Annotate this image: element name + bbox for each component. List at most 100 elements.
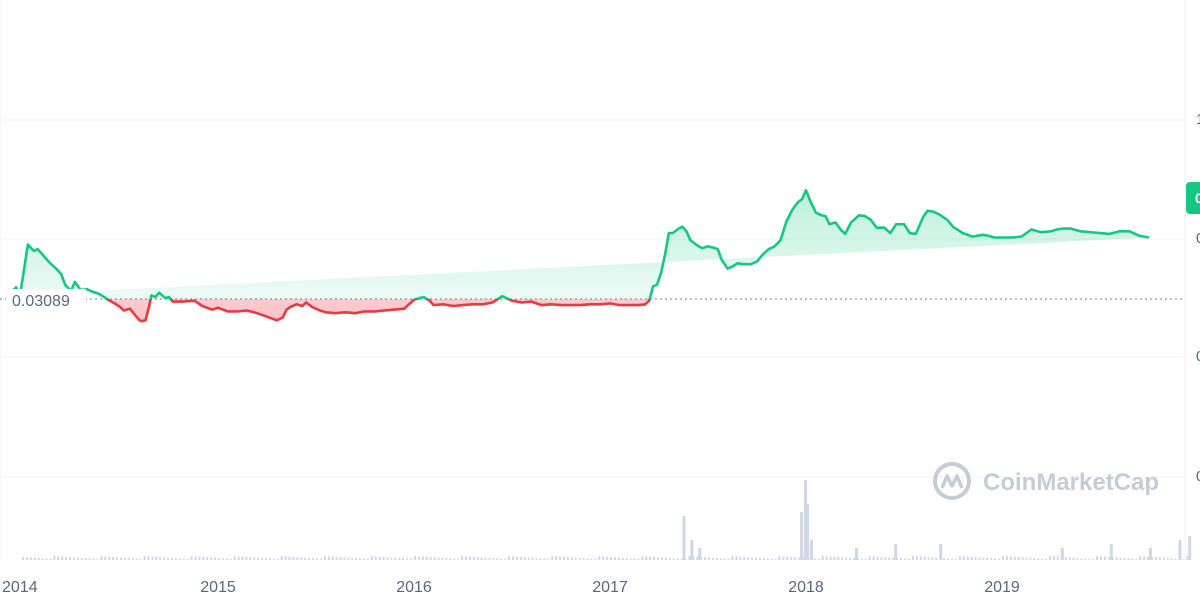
volume-bar xyxy=(472,556,475,560)
volume-bar xyxy=(633,558,636,560)
volume-bar xyxy=(198,556,201,560)
volume-bar xyxy=(998,558,1001,560)
volume-bar xyxy=(178,558,181,560)
volume-bar xyxy=(602,556,605,560)
volume-bar xyxy=(159,557,162,560)
volume-bar xyxy=(1131,558,1134,560)
volume-bar xyxy=(1188,536,1192,560)
volume-bar xyxy=(221,558,224,560)
volume-bar xyxy=(80,557,83,560)
volume-bar xyxy=(323,556,326,560)
volume-bar xyxy=(1107,557,1110,560)
volume-bar xyxy=(660,557,663,560)
volume-bar xyxy=(488,557,491,560)
volume-bar xyxy=(954,558,957,560)
volume-bar xyxy=(649,556,652,560)
volume-bar xyxy=(621,557,624,560)
volume-bar xyxy=(798,557,801,560)
volume-bar xyxy=(512,556,514,560)
volume-bar xyxy=(347,557,350,560)
volume-bar xyxy=(606,556,609,560)
coinmarketcap-logo-icon xyxy=(933,462,971,500)
volume-bar xyxy=(696,556,699,560)
volume-bar xyxy=(927,557,930,560)
volume-bar xyxy=(598,556,601,560)
volume-bar xyxy=(829,556,832,560)
volume-bar xyxy=(22,557,24,560)
volume-bar xyxy=(496,558,499,560)
volume-bar xyxy=(994,558,997,560)
volume-bar xyxy=(49,558,52,560)
volume-bar xyxy=(363,558,366,560)
y-tick-label: 0 xyxy=(1196,230,1200,247)
volume-bar xyxy=(316,558,318,560)
volume-bar xyxy=(774,558,777,560)
volume-bar xyxy=(37,558,40,560)
volume-bar xyxy=(1052,556,1055,560)
volume-bar xyxy=(1080,558,1083,560)
volume-bar xyxy=(966,556,969,560)
volume-bar xyxy=(1092,558,1095,560)
volume-bar xyxy=(53,556,56,560)
volume-bar xyxy=(637,558,640,560)
volume-bar xyxy=(492,558,495,560)
volume-bar xyxy=(170,557,173,560)
volume-bar xyxy=(1170,558,1173,560)
volume-bar xyxy=(343,557,346,560)
volume-bar xyxy=(578,557,581,560)
volume-bar xyxy=(1017,557,1020,560)
volume-bar xyxy=(1182,558,1185,560)
volume-bar xyxy=(45,558,48,560)
volume-bar xyxy=(1135,558,1138,560)
volume-bar xyxy=(943,558,946,560)
volume-bar xyxy=(319,558,322,560)
volume-bar xyxy=(300,557,303,560)
volume-bar xyxy=(682,516,686,560)
volume-bar xyxy=(813,558,816,560)
volume-bar xyxy=(860,558,863,560)
volume-bar xyxy=(1009,556,1012,560)
volume-bar xyxy=(116,557,119,560)
volume-bar xyxy=(555,556,558,560)
volume-bar xyxy=(664,557,667,560)
volume-bar xyxy=(292,556,295,560)
volume-bar xyxy=(425,556,428,560)
coinmarketcap-watermark: CoinMarketCap xyxy=(933,462,1159,500)
volume-bar xyxy=(437,557,440,560)
volume-bar xyxy=(962,556,965,560)
volume-bar xyxy=(1064,557,1067,560)
volume-bar xyxy=(551,556,554,560)
volume-bar xyxy=(464,556,467,560)
volume-bar xyxy=(804,480,808,560)
volume-bar xyxy=(390,557,393,560)
volume-bar xyxy=(202,556,205,560)
volume-bar xyxy=(739,556,742,560)
x-tick-label: 2016 xyxy=(396,579,432,596)
current-price-badge-text: 0 xyxy=(1195,190,1200,206)
volume-bar xyxy=(69,557,72,560)
volume-bar xyxy=(880,556,883,560)
volume-bar xyxy=(398,557,401,560)
volume-bar xyxy=(719,558,722,560)
volume-bar xyxy=(1002,556,1004,560)
volume-bar xyxy=(986,557,989,560)
volume-bar xyxy=(92,558,95,560)
x-axis-ticks: 2014 2015 2016 2017 2018 2019 xyxy=(2,579,1020,596)
volume-bar xyxy=(1076,557,1079,560)
volume-bar xyxy=(504,558,507,560)
volume-bar xyxy=(108,556,111,560)
volume-bar xyxy=(894,544,898,560)
volume-bar xyxy=(65,556,68,560)
volume-bar xyxy=(755,557,758,560)
y-tick-label: 0 xyxy=(1196,468,1200,485)
volume-bar xyxy=(135,558,138,560)
volume-bar xyxy=(268,558,271,560)
volume-bar xyxy=(668,557,671,560)
volume-bar xyxy=(174,558,177,560)
volume-bars xyxy=(22,480,1192,560)
volume-bar xyxy=(233,556,236,560)
volume-bar xyxy=(841,557,844,560)
volume-bar xyxy=(1056,556,1059,560)
volume-bar xyxy=(800,512,804,560)
